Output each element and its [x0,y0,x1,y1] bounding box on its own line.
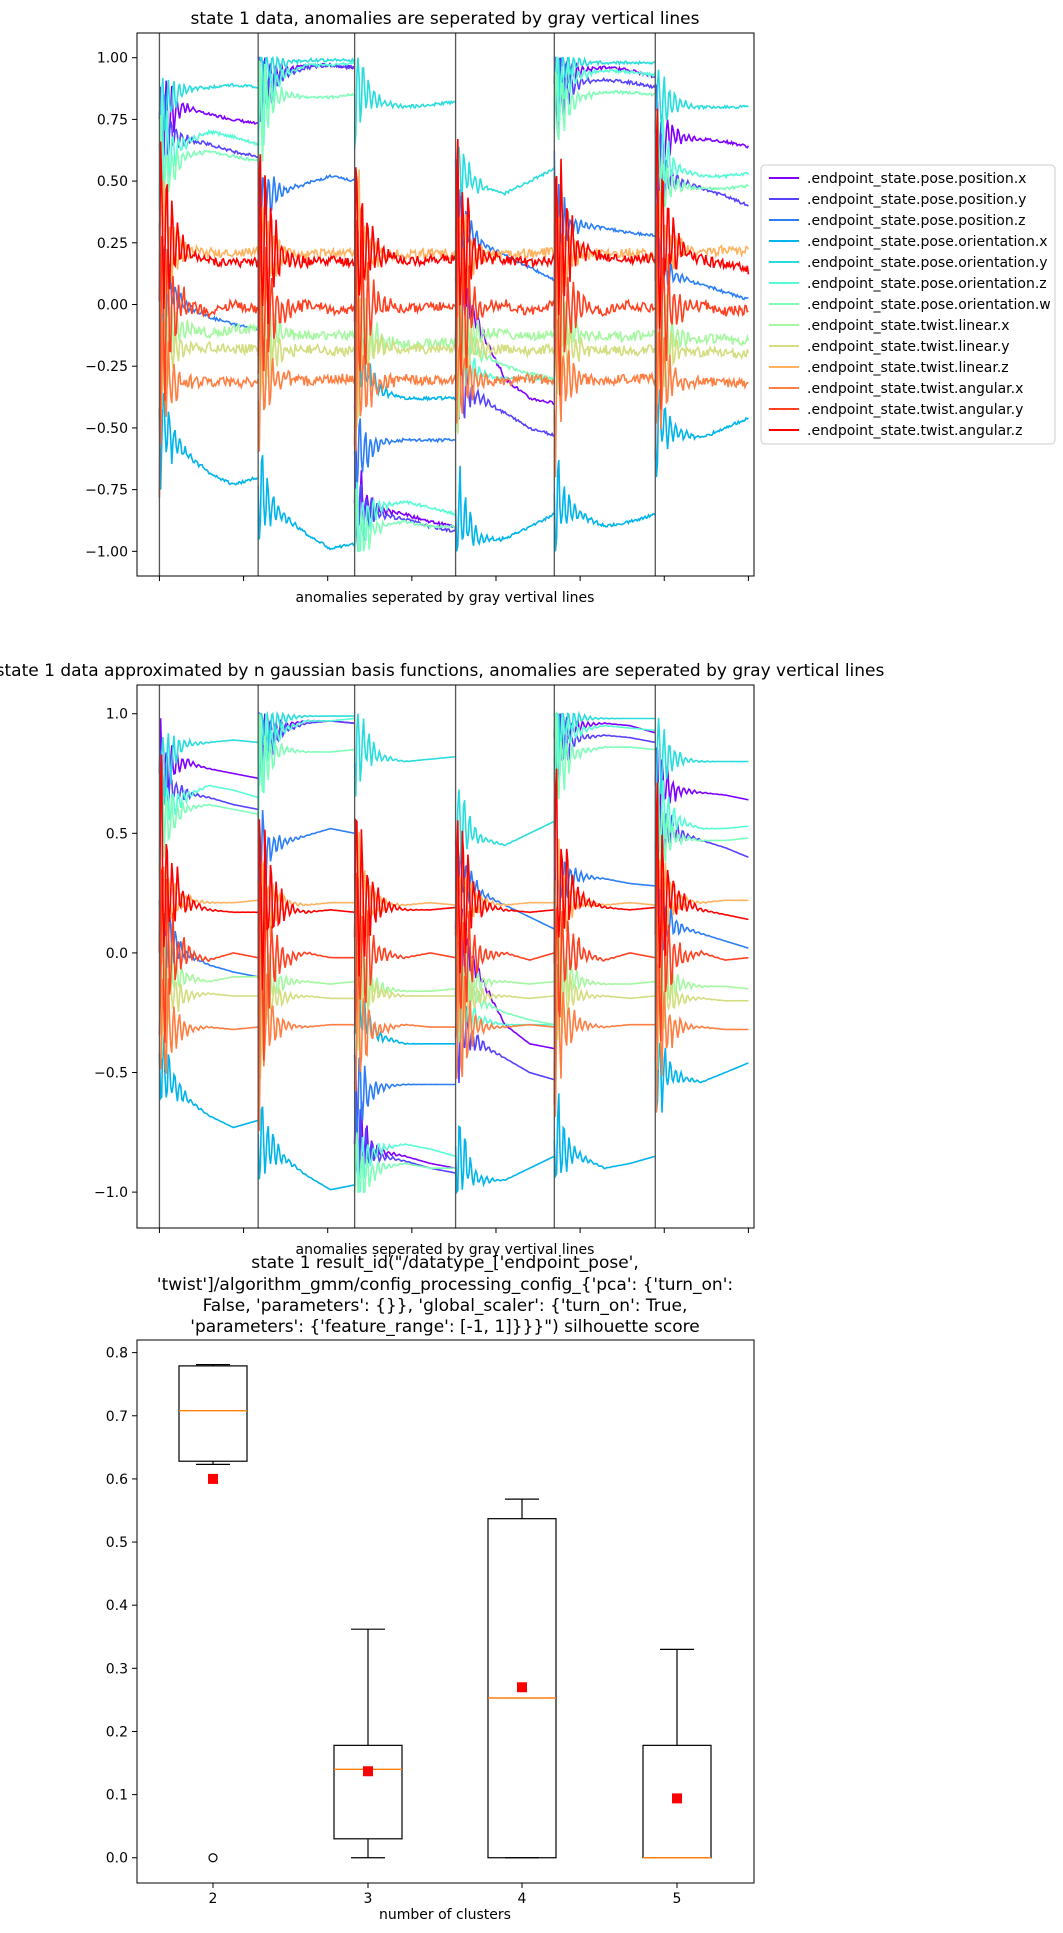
legend: .endpoint_state.pose.position.x .endpoint… [760,164,1056,445]
box-3 [333,1744,403,1840]
legend-label-10: .endpoint_state.twist.linear.z [807,360,1009,376]
box-4 [487,1518,557,1859]
legend-label-11: .endpoint_state.twist.angular.x [807,381,1023,397]
series-line-11 [158,941,749,1131]
y-tick-label: 1.0 [106,707,128,723]
series-line-12 [158,824,749,1120]
chart-title-3-line-1: state 1 result_id("/datatype_['endpoint_… [251,1253,639,1273]
plot-frame-2 [136,684,755,1229]
y-axis-3: 0.0 0.1 0.2 0.3 0.4 0.5 0.6 0.7 0.8 [106,1346,137,1867]
mean-marker-5 [672,1793,682,1804]
series-line-10 [158,169,750,338]
series-line-8 [158,876,749,1056]
chart-title-3-line-4: 'parameters': {'feature_range': [-1, 1]}… [190,1317,699,1337]
legend-label-2: .endpoint_state.pose.position.y [807,192,1026,208]
y-tick-label: −0.5 [94,1066,128,1082]
chart-title-3-line-3: False, 'parameters': {}}, 'global_scaler… [203,1296,688,1316]
box-2 [178,1365,248,1462]
legend-label-6: .endpoint_state.pose.orientation.z [807,276,1047,292]
y-tick-label: 0.0 [106,946,128,962]
legend-label-4: .endpoint_state.pose.orientation.x [807,234,1048,250]
y-tick-label: 0.75 [97,112,128,128]
series-line-12 [158,166,749,498]
x-axis-1 [158,576,749,581]
chart-title-1: state 1 data, anomalies are seperated by… [191,9,700,29]
x-axis-2 [158,1228,749,1233]
y-tick-label: 0.8 [106,1346,128,1362]
chart-title-2: state 1 data approximated by n gaussian … [0,661,885,681]
timeseries-chart-gaussian: state 1 data approximated by n gaussian … [0,661,885,1258]
y-tick-label: 0.0 [106,1851,128,1867]
mean-marker-2 [208,1473,218,1484]
y-tick-label: 0.5 [106,1535,128,1551]
y-tick-label: 1.00 [97,51,128,67]
y-tick-label: 0.5 [106,826,128,842]
y-tick-label: −0.75 [85,483,128,499]
series-line-10 [158,831,749,976]
x-tick-label: 2 [209,1891,218,1907]
y-tick-label: −0.25 [85,359,128,375]
y-tick-label: 0.2 [106,1724,128,1740]
legend-frame [760,164,1056,445]
x-axis-label-2: anomalies seperated by gray vertival lin… [296,1242,595,1258]
y-tick-label: 0.1 [106,1788,128,1804]
silhouette-boxplot: state 1 result_id("/datatype_['endpoint_… [106,1253,755,1923]
x-axis-label-1: anomalies seperated by gray vertival lin… [296,590,595,606]
y-tick-label: 0.00 [97,298,128,314]
series-line-7 [158,60,750,553]
x-tick-label: 3 [364,1891,373,1907]
chart-title-3: state 1 result_id("/datatype_['endpoint_… [157,1253,733,1337]
y-tick-label: 0.3 [106,1661,128,1677]
legend-label-9: .endpoint_state.twist.linear.y [807,339,1010,355]
anomaly-separators-1 [158,33,656,576]
series-line-8 [158,234,750,419]
y-tick-label: 0.7 [106,1409,128,1425]
legend-entries: .endpoint_state.pose.position.x .endpoint… [769,171,1051,439]
y-tick-label: −0.50 [85,421,128,437]
legend-label-1: .endpoint_state.pose.position.x [807,171,1026,187]
y-axis-1: −1.00 −0.75 −0.50 −0.25 0.00 0.25 0.50 0.75 1.00 [85,51,137,560]
plot-frame-3 [136,1339,755,1884]
y-tick-label: 0.25 [97,236,128,252]
boxes [178,1364,712,1863]
y-axis-2: −1.0 −0.5 0.0 0.5 1.0 [94,707,137,1201]
chart-title-3-line-2: 'twist']/algorithm_gmm/config_processing… [157,1275,733,1295]
series-line-5 [158,710,749,881]
legend-label-3: .endpoint_state.pose.position.z [807,213,1026,229]
series-lines-1 [158,55,750,553]
x-axis-label-3: number of clusters [379,1907,511,1923]
series-line-13 [158,108,750,357]
y-tick-label: 0.6 [106,1472,128,1488]
series-line-6 [158,710,749,1193]
y-tick-label: −1.0 [94,1185,128,1201]
series-line-13 [158,754,749,990]
series-line-4 [158,967,749,1195]
anomaly-separators-2 [158,685,656,1228]
series-line-5 [158,55,749,219]
legend-label-12: .endpoint_state.twist.angular.y [807,402,1023,418]
outlier-2-0 [208,1853,218,1863]
x-tick-label: 4 [518,1891,527,1907]
series-line-7 [158,713,749,1193]
y-tick-label: −1.00 [85,544,128,560]
timeseries-chart-raw: state 1 data, anomalies are seperated by… [85,9,755,606]
legend-label-5: .endpoint_state.pose.orientation.y [807,255,1048,271]
legend-label-7: .endpoint_state.pose.orientation.w [807,297,1051,313]
series-line-4 [158,324,749,552]
series-lines-2 [158,710,749,1195]
y-tick-label: 0.4 [106,1598,128,1614]
series-line-9 [158,219,750,434]
series-line-9 [158,907,749,1080]
legend-label-8: .endpoint_state.twist.linear.x [807,318,1010,334]
series-line-11 [158,287,749,478]
mean-marker-3 [363,1766,373,1777]
x-tick-label: 5 [673,1891,682,1907]
series-line-2 [158,713,749,1177]
mean-marker-4 [517,1682,527,1693]
y-tick-label: 0.50 [97,174,128,190]
legend-label-13: .endpoint_state.twist.angular.z [807,423,1022,439]
x-axis-3: 2 3 4 5 [209,1883,682,1907]
